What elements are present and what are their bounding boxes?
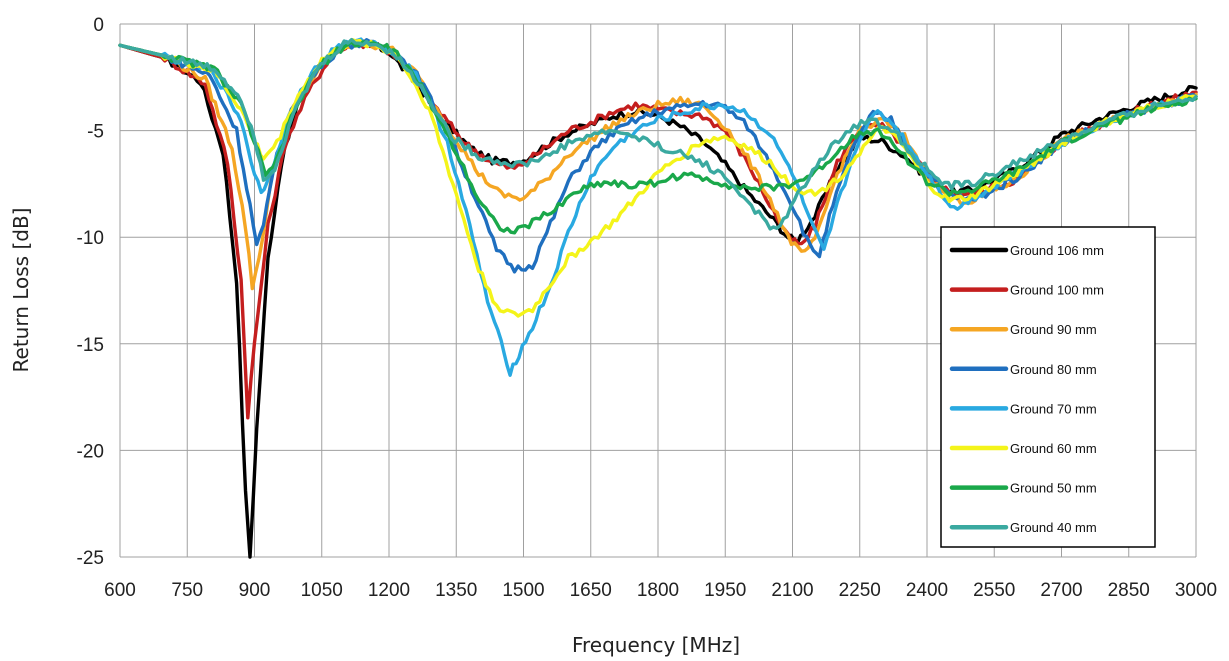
x-tick-label: 2250 [839,580,881,601]
x-tick-label: 1200 [368,580,410,601]
y-tick-label: -20 [77,441,104,462]
x-tick-label: 1950 [704,580,746,601]
y-tick-label: -5 [87,122,104,143]
x-tick-label: 1350 [435,580,477,601]
x-tick-label: 2550 [973,580,1015,601]
legend-label-4: Ground 70 mm [1010,401,1097,416]
x-tick-label: 1800 [637,580,679,601]
x-tick-label: 900 [239,580,271,601]
x-tick-label: 600 [104,580,136,601]
y-tick-label: -15 [77,335,104,356]
tick-labels: 600 750 900 1050 1200 1350 1500 1650 1800 1950 210… [77,15,1218,601]
legend-label-2: Ground 90 mm [1010,322,1097,337]
y-tick-label: -25 [77,548,104,569]
legend-label-5: Ground 60 mm [1010,441,1097,456]
legend-label-0: Ground 106 mm [1010,243,1104,258]
legend-label-6: Ground 50 mm [1010,481,1097,496]
series-lines [118,37,1198,559]
series-line-7 [118,37,1198,231]
x-axis-title: Frequency [MHz] [572,633,740,657]
x-tick-label: 750 [171,580,203,601]
legend-label-7: Ground 40 mm [1010,520,1097,535]
x-tick-label: 2100 [771,580,813,601]
y-tick-label: -10 [77,228,104,249]
legend-box [940,226,1156,548]
y-axis-title: Return Loss [dB] [9,208,33,373]
x-tick-label: 2850 [1108,580,1150,601]
x-tick-label: 3000 [1175,580,1217,601]
legend-items: Ground 106 mm Ground 100 mm Ground 90 mm Gr… [949,243,1104,535]
x-tick-label: 1650 [570,580,612,601]
legend-label-3: Ground 80 mm [1010,362,1097,377]
legend: Ground 106 mm Ground 100 mm Ground 90 mm Gr… [940,226,1156,548]
x-tick-label: 1050 [301,580,343,601]
y-tick-label: 0 [93,15,104,36]
x-tick-label: 1500 [502,580,544,601]
x-tick-label: 2400 [906,580,948,601]
legend-label-1: Ground 100 mm [1010,283,1104,298]
x-tick-label: 2700 [1040,580,1082,601]
